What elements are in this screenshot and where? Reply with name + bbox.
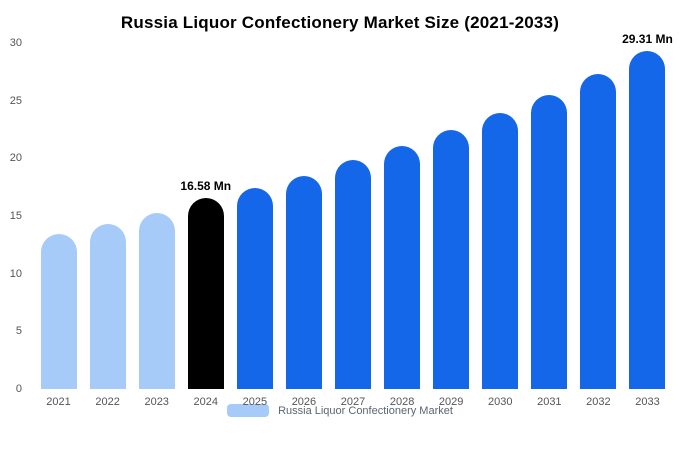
bar-2030[interactable]: [482, 113, 519, 389]
y-axis-tick-label: 15: [9, 210, 22, 222]
x-axis-label-2031: 2031: [537, 396, 562, 408]
bar-2026[interactable]: [285, 175, 322, 389]
y-axis-tick-label: 5: [15, 325, 22, 338]
y-axis-tick-label: 20: [9, 152, 22, 165]
bar-column-2024: 16.58 Mn: [180, 43, 232, 389]
bar-column-2022: [83, 43, 132, 389]
bar-2028[interactable]: [384, 145, 421, 389]
data-label-2033: 29.31 Mn: [622, 31, 673, 46]
x-axis-label-2022: 2022: [95, 396, 120, 408]
chart-area: 0 5 10 15 20 25 30 16.58 Mn 29.31 Mn 2021 2022 20…: [10, 32, 673, 408]
x-axis-label-2024: 2024: [193, 396, 219, 408]
x-axis-label-2032: 2032: [586, 396, 611, 408]
legend-swatch: [227, 404, 270, 417]
bar-column-2026: [279, 43, 328, 389]
x-axis-label-2030: 2030: [488, 396, 513, 408]
y-axis-tick-label: 25: [9, 94, 22, 107]
legend: Russia Liquor Confectionery Market: [0, 404, 680, 417]
bar-2022[interactable]: [89, 224, 126, 389]
x-axis-label-2025: 2025: [242, 396, 268, 408]
bar-column-2033: 29.31 Mn: [622, 32, 673, 389]
y-axis: 0 5 10 15 20 25 30: [0, 37, 28, 395]
chart-title: Russia Liquor Confectionery Market Size …: [120, 13, 560, 32]
data-label-2024: 16.58 Mn: [180, 178, 232, 193]
bar-column-2029: [427, 43, 476, 389]
plot-area: 16.58 Mn 29.31 Mn: [34, 32, 673, 389]
y-axis-tick-label: 10: [9, 267, 22, 280]
bar-column-2032: [574, 43, 623, 389]
y-axis-tick-label: 30: [9, 37, 22, 49]
bar-2031[interactable]: [531, 94, 568, 389]
x-axis-label-2033: 2033: [635, 396, 660, 408]
bar-column-2025: [230, 43, 279, 389]
bar-column-2021: [34, 43, 83, 389]
bar-column-2028: [378, 43, 427, 389]
x-axis-label-2026: 2026: [291, 396, 317, 408]
bar-2029[interactable]: [433, 129, 470, 389]
x-axis-label-2023: 2023: [144, 396, 169, 408]
x-axis-label-2021: 2021: [46, 396, 71, 408]
x-axis-label-2029: 2029: [438, 396, 464, 408]
bar-2021[interactable]: [40, 234, 77, 389]
y-axis-tick-label: 0: [15, 383, 22, 395]
bar-column-2031: [525, 43, 574, 389]
bar-2032[interactable]: [580, 74, 617, 389]
legend-label: Russia Liquor Confectionery Market: [278, 404, 453, 417]
bar-2024[interactable]: [187, 197, 224, 389]
bar-2023[interactable]: [138, 212, 175, 389]
x-axis-label-2028: 2028: [389, 396, 415, 408]
bar-column-2023: [132, 43, 181, 389]
bar-2025[interactable]: [236, 188, 273, 389]
x-axis: 2021 2022 2023 2024 2025 2026 2027 2028 2029 2030…: [34, 396, 672, 408]
bar-2027[interactable]: [335, 159, 371, 389]
bar-2033[interactable]: [629, 50, 666, 389]
x-axis-label-2027: 2027: [340, 396, 366, 408]
bar-column-2027: [328, 43, 377, 389]
bar-column-2030: [476, 43, 525, 389]
